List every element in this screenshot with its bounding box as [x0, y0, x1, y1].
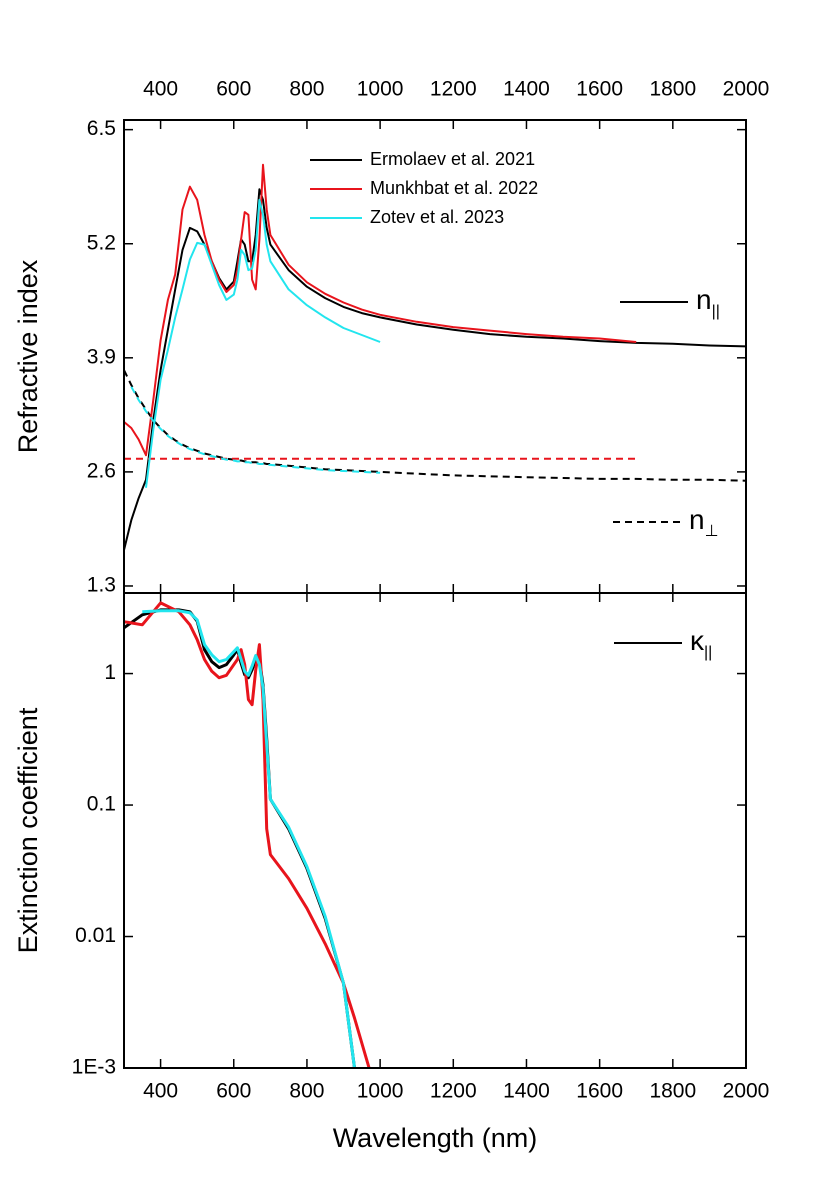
y-axis-title: Extinction coefficient	[13, 707, 43, 953]
y-axis-title: Refractive index	[13, 259, 43, 453]
y-tick-label: 5.2	[87, 231, 116, 254]
x-tick-label: 1400	[503, 1080, 550, 1103]
data-line	[124, 163, 637, 457]
data-line	[124, 601, 371, 1068]
x-tick-label: 1600	[576, 78, 623, 101]
data-line	[142, 609, 356, 1068]
data-line	[124, 188, 746, 551]
x-tick-label: 1200	[430, 78, 477, 101]
data-line	[145, 198, 381, 488]
x-tick-label: 1200	[430, 1080, 477, 1103]
legend-label: Munkhbat et al. 2022	[370, 178, 538, 198]
plot-frame	[123, 592, 747, 1069]
y-tick-label: 0.01	[75, 924, 116, 947]
y-tick-label: 1E-3	[72, 1056, 116, 1079]
x-tick-label: 1800	[649, 1080, 696, 1103]
y-tick-label: 0.1	[87, 793, 116, 816]
dashed-line	[124, 369, 746, 482]
x-axis-title: Wavelength (nm)	[333, 1123, 538, 1153]
y-tick-label: 2.6	[87, 459, 116, 482]
annotation-symbol: n	[689, 504, 705, 535]
x-tick-label: 1000	[357, 78, 404, 101]
annotation-symbol: n	[696, 284, 712, 315]
x-tick-label: 600	[216, 78, 251, 101]
annotation-subscript: ⊥	[705, 523, 719, 540]
data-line	[124, 608, 356, 1068]
annotation-symbol: κ	[690, 625, 705, 656]
y-tick-label: 1	[104, 661, 116, 684]
x-tick-label: 400	[143, 78, 178, 101]
annotation: n⊥	[689, 504, 719, 540]
x-tick-label: 2000	[723, 1080, 770, 1103]
legend-label: Ermolaev et al. 2021	[370, 149, 535, 169]
x-tick-label: 800	[289, 1080, 324, 1103]
x-tick-label: 400	[143, 1080, 178, 1103]
legend-label: Zotev et al. 2023	[370, 207, 504, 227]
annotation-subscript: ||	[704, 644, 712, 661]
dashed-line	[130, 386, 381, 474]
x-tick-label: 600	[216, 1080, 251, 1103]
x-tick-label: 1000	[357, 1080, 404, 1103]
x-tick-label: 800	[289, 78, 324, 101]
annotation-subscript: ||	[712, 303, 720, 320]
x-tick-label: 1800	[649, 78, 696, 101]
annotation: κ||	[690, 625, 712, 661]
annotation: n||	[696, 284, 720, 320]
y-tick-label: 3.9	[87, 345, 116, 368]
y-tick-label: 6.5	[87, 117, 116, 140]
x-tick-label: 1400	[503, 78, 550, 101]
x-tick-label: 2000	[723, 78, 770, 101]
y-tick-label: 1.3	[87, 574, 116, 597]
x-tick-label: 1600	[576, 1080, 623, 1103]
